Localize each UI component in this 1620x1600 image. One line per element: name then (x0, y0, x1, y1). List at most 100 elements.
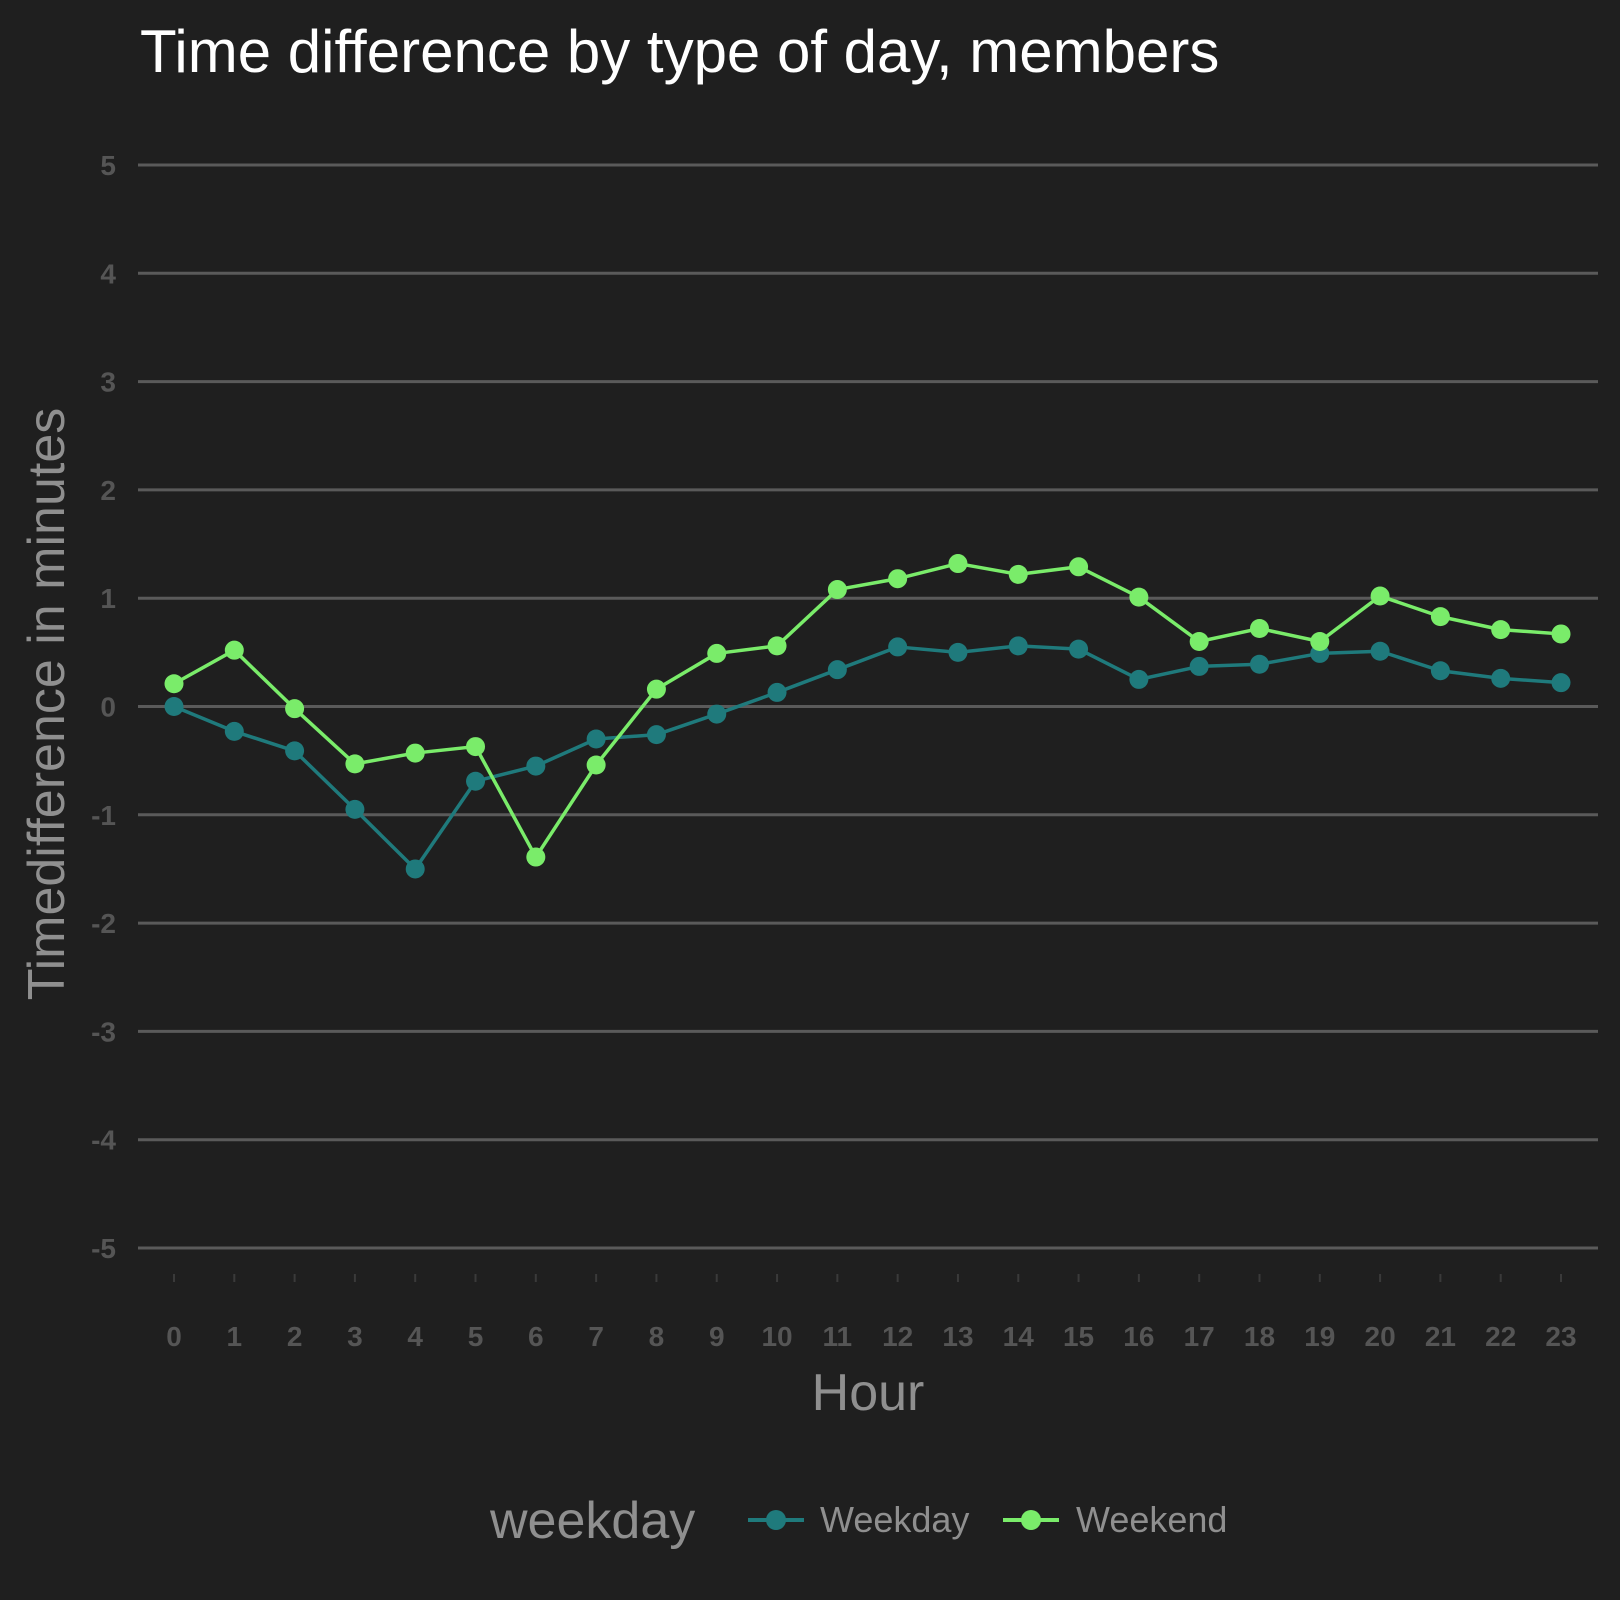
x-tick-label: 6 (528, 1321, 544, 1352)
legend-title: weekday (489, 1492, 695, 1550)
series-layer (164, 554, 1571, 879)
series-line-weekend (173, 561, 1562, 859)
y-tick-label: 5 (100, 150, 116, 181)
legend-label-weekend: Weekend (1076, 1499, 1227, 1540)
x-tick-label: 19 (1304, 1321, 1335, 1352)
data-point-weekend (948, 554, 968, 574)
data-point-weekend (586, 755, 606, 775)
data-point-weekday (1069, 639, 1089, 659)
y-tick-labels: 5 4 3 2 1 0 -1 -2 -3 -4 -5 (91, 150, 116, 1264)
data-point-weekend (767, 636, 787, 656)
data-point-weekday (1370, 641, 1390, 661)
x-tick-label: 9 (709, 1321, 725, 1352)
x-tick-label: 22 (1485, 1321, 1516, 1352)
x-tick-label: 13 (942, 1321, 973, 1352)
y-tick-label: -2 (91, 908, 116, 939)
data-point-weekend (1310, 632, 1330, 652)
data-point-weekend (285, 699, 305, 719)
data-point-weekend (526, 847, 546, 867)
y-tick-label: -5 (91, 1233, 116, 1264)
data-point-weekend (224, 640, 244, 660)
data-point-weekday (1430, 661, 1450, 681)
y-tick-label: 2 (100, 475, 116, 506)
x-tick-label: 2 (287, 1321, 303, 1352)
data-point-weekday (526, 756, 546, 776)
x-axis-title: Hour (812, 1364, 925, 1422)
data-point-weekend (827, 580, 847, 600)
data-point-weekday (767, 682, 787, 702)
x-tick-label: 21 (1425, 1321, 1456, 1352)
legend-key-weekend-marker (1021, 1510, 1041, 1530)
x-tick-label: 1 (227, 1321, 243, 1352)
data-point-weekday (224, 721, 244, 741)
y-tick-label: -1 (91, 800, 116, 831)
data-point-weekday (1008, 636, 1028, 656)
chart-title: Time difference by type of day, members (140, 18, 1219, 85)
y-tick-label: 4 (100, 258, 116, 289)
x-tick-label: 12 (882, 1321, 913, 1352)
data-point-weekday (888, 637, 908, 657)
legend-key-weekday-marker (766, 1510, 786, 1530)
y-tick-label: 0 (100, 692, 116, 723)
data-point-weekend (1370, 586, 1390, 606)
data-point-weekday (466, 771, 486, 791)
data-point-weekend (1069, 557, 1089, 577)
x-tick-label: 8 (649, 1321, 665, 1352)
x-tick-label: 7 (588, 1321, 604, 1352)
data-point-weekday (827, 660, 847, 680)
x-tick-label: 14 (1003, 1321, 1035, 1352)
x-tick-label: 20 (1365, 1321, 1396, 1352)
y-tick-label: 1 (100, 583, 116, 614)
data-point-weekday (1249, 654, 1269, 674)
x-tick-label: 3 (347, 1321, 363, 1352)
data-point-weekend (646, 679, 666, 699)
data-point-weekday (707, 704, 727, 724)
data-point-weekday (1551, 673, 1571, 693)
data-point-weekend (1430, 607, 1450, 627)
y-tick-label: -3 (91, 1016, 116, 1047)
series-weekday (164, 636, 1571, 879)
data-point-weekday (586, 729, 606, 749)
y-axis-title: Timedifference in minutes (18, 408, 76, 1001)
series-line-weekday (173, 644, 1562, 871)
x-tick-label: 5 (468, 1321, 484, 1352)
data-point-weekday (948, 642, 968, 662)
data-point-weekend (1491, 620, 1511, 640)
x-tick-label: 16 (1123, 1321, 1154, 1352)
x-tick-label: 15 (1063, 1321, 1094, 1352)
data-point-weekend (1189, 632, 1209, 652)
legend: weekday Weekday Weekend (489, 1492, 1227, 1550)
data-point-weekday (405, 859, 425, 879)
x-tick-label: 4 (407, 1321, 423, 1352)
data-point-weekday (646, 725, 666, 745)
data-point-weekday (285, 741, 305, 761)
data-point-weekday (345, 799, 365, 819)
data-point-weekend (1008, 564, 1028, 584)
data-point-weekday (1491, 668, 1511, 688)
x-tick-label: 11 (823, 1321, 853, 1352)
x-tick-label: 23 (1545, 1321, 1576, 1352)
data-point-weekend (345, 754, 365, 774)
x-tick-label: 0 (166, 1321, 182, 1352)
data-point-weekend (888, 569, 908, 589)
data-point-weekday (164, 697, 184, 716)
data-point-weekday (1189, 656, 1209, 676)
y-tick-label: 3 (100, 367, 116, 398)
x-tick-label: 10 (761, 1321, 792, 1352)
legend-label-weekday: Weekday (820, 1499, 969, 1540)
x-tick-label: 17 (1184, 1321, 1215, 1352)
y-tick-label: -4 (91, 1125, 116, 1156)
data-point-weekday (1129, 669, 1149, 689)
data-point-weekend (1249, 619, 1269, 639)
data-point-weekend (1129, 587, 1149, 607)
data-point-weekend (707, 643, 727, 663)
data-point-weekend (405, 743, 425, 763)
series-weekend (164, 554, 1571, 867)
data-point-weekend (466, 737, 486, 757)
x-tick-label: 18 (1244, 1321, 1275, 1352)
x-tick-labels: 0 1 2 3 4 5 6 7 8 9 10 11 12 13 14 15 16 17 18 19 20 21 22 23 (166, 1274, 1577, 1352)
grid-layer (138, 163, 1598, 1250)
data-point-weekend (1551, 624, 1571, 644)
